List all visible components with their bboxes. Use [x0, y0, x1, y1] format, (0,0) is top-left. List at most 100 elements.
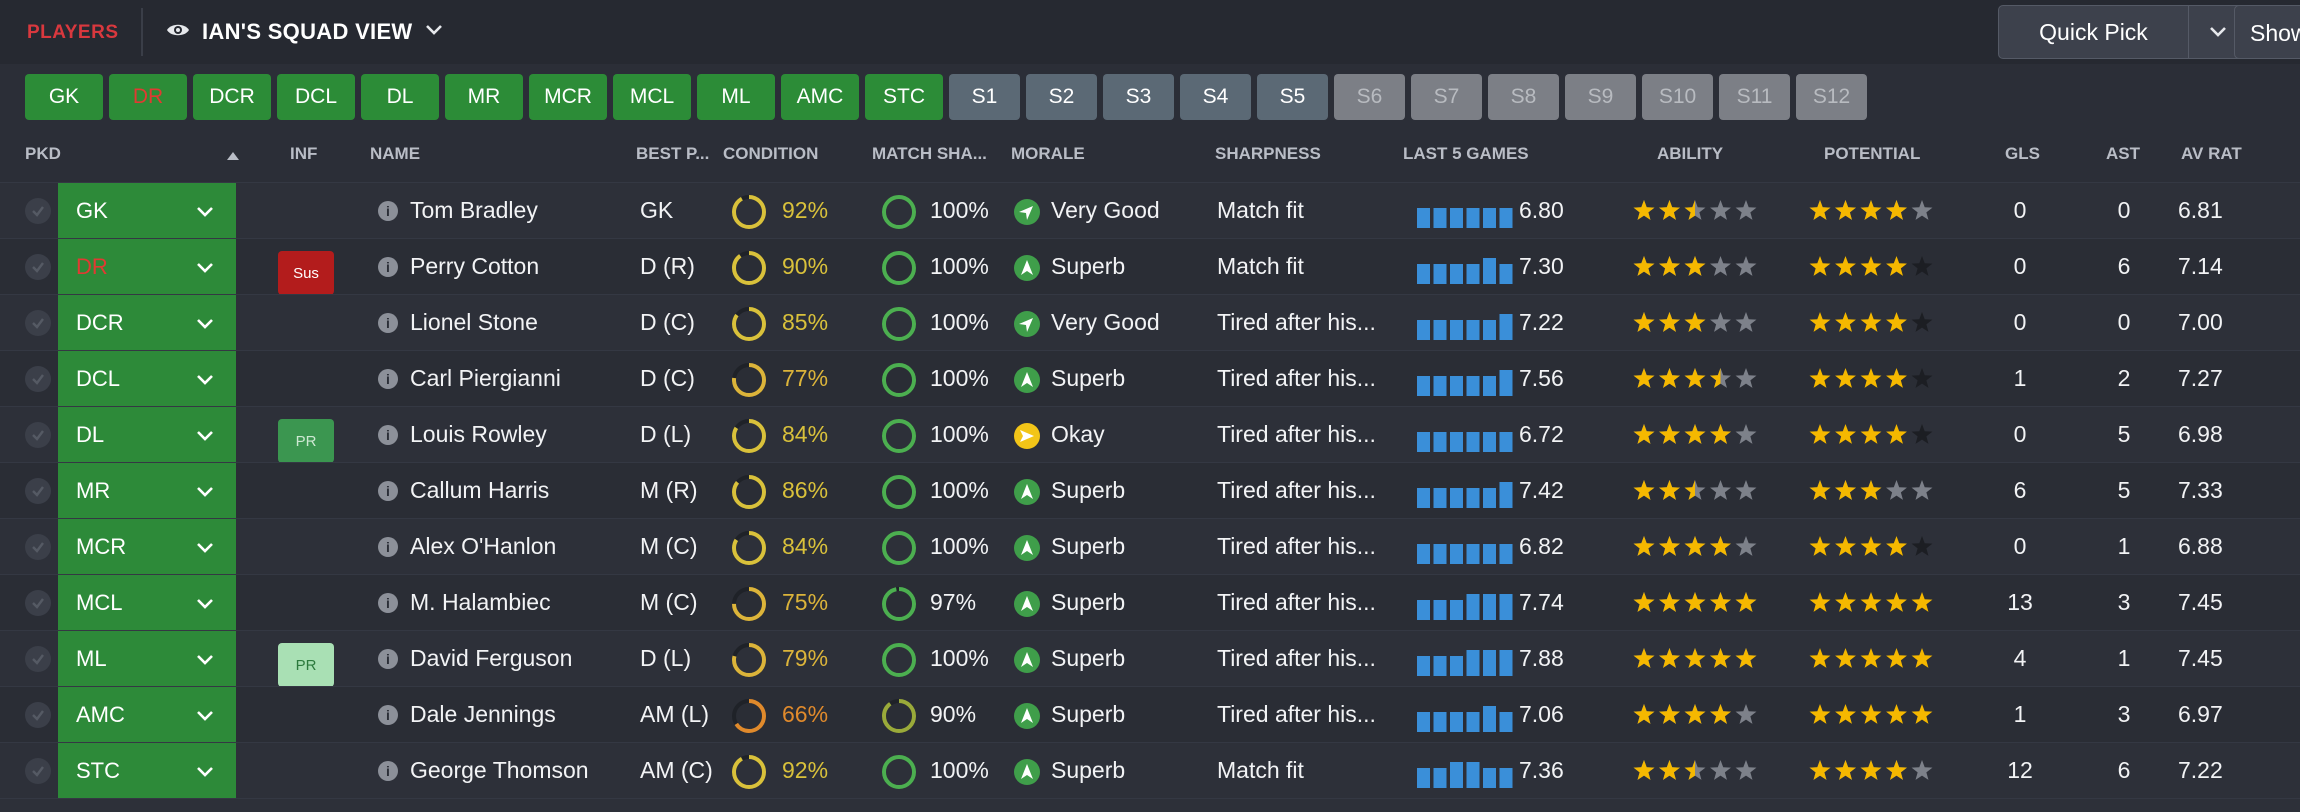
chip-ml[interactable]: ML [697, 74, 775, 120]
player-role-badge[interactable]: PR [278, 419, 334, 463]
position-dropdown[interactable]: DCR [58, 295, 236, 351]
player-name[interactable]: David Ferguson [410, 645, 573, 671]
table-row[interactable]: MCR i Alex O'Hanlon M (C) 84% 100% Superb Tired… [0, 518, 2300, 575]
chip-dr[interactable]: DR [109, 74, 187, 120]
player-role-badge[interactable]: PR [278, 643, 334, 687]
table-row[interactable]: GK i Tom Bradley GK 92% 100% Very Good Match fi… [0, 182, 2300, 239]
table-row[interactable]: DL PR i Louis Rowley D (L) 84% 100% Okay Tired a… [0, 406, 2300, 463]
table-row[interactable]: DR Sus i Perry Cotton D (R) 90% 100% Superb Matc… [0, 238, 2300, 295]
table-row[interactable]: DCL i Carl Piergianni D (C) 77% 100% Superb Tir… [0, 350, 2300, 407]
picked-check-icon[interactable] [25, 198, 51, 224]
info-icon[interactable]: i [378, 481, 398, 501]
chevron-down-icon[interactable] [2189, 6, 2247, 58]
sort-asc-icon[interactable] [226, 146, 240, 166]
position-dropdown[interactable]: MCR [58, 519, 236, 575]
chip-s2[interactable]: S2 [1026, 74, 1097, 120]
picked-check-icon[interactable] [25, 590, 51, 616]
chip-dcl[interactable]: DCL [277, 74, 355, 120]
picked-check-icon[interactable] [25, 366, 51, 392]
player-name[interactable]: Carl Piergianni [410, 365, 561, 391]
position-dropdown[interactable]: MCL [58, 575, 236, 631]
col-sharpness[interactable]: SHARPNESS [1215, 144, 1321, 163]
chip-s8[interactable]: S8 [1488, 74, 1559, 120]
col-last-5-games[interactable]: LAST 5 GAMES [1403, 144, 1529, 163]
chip-s6[interactable]: S6 [1334, 74, 1405, 120]
info-icon[interactable]: i [378, 369, 398, 389]
info-icon[interactable]: i [378, 257, 398, 277]
suspended-badge[interactable]: Sus [278, 251, 334, 295]
position-dropdown[interactable]: GK [58, 183, 236, 239]
info-icon[interactable]: i [378, 537, 398, 557]
info-icon[interactable]: i [378, 425, 398, 445]
info-icon[interactable]: i [378, 201, 398, 221]
picked-check-icon[interactable] [25, 478, 51, 504]
player-name[interactable]: Perry Cotton [410, 253, 540, 279]
picked-check-icon[interactable] [25, 254, 51, 280]
col-inf[interactable]: INF [290, 144, 318, 163]
position-dropdown[interactable]: AMC [58, 687, 236, 743]
picked-check-icon[interactable] [25, 758, 51, 784]
section-title[interactable]: PLAYERS [27, 22, 119, 43]
chip-s5[interactable]: S5 [1257, 74, 1328, 120]
chip-s3[interactable]: S3 [1103, 74, 1174, 120]
player-name[interactable]: Dale Jennings [410, 701, 556, 727]
col-name[interactable]: NAME [370, 144, 421, 163]
chip-s1[interactable]: S1 [949, 74, 1020, 120]
chip-stc[interactable]: STC [865, 74, 943, 120]
table-row[interactable]: MCL i M. Halambiec M (C) 75% 97% Superb Tired a… [0, 574, 2300, 631]
player-name[interactable]: Louis Rowley [410, 421, 547, 447]
position-dropdown[interactable]: DCL [58, 351, 236, 407]
chip-gk[interactable]: GK [25, 74, 103, 120]
col-best-position[interactable]: BEST P... [636, 144, 710, 163]
chip-mcr[interactable]: MCR [529, 74, 607, 120]
picked-check-icon[interactable] [25, 646, 51, 672]
player-name[interactable]: Lionel Stone [410, 309, 538, 335]
col-assists[interactable]: AST [2106, 144, 2140, 163]
table-row[interactable]: MR i Callum Harris M (R) 86% 100% Superb Tired … [0, 462, 2300, 519]
quick-pick-button[interactable]: Quick Pick [1998, 5, 2248, 59]
col-potential[interactable]: POTENTIAL [1824, 144, 1921, 163]
player-name[interactable]: Alex O'Hanlon [410, 533, 557, 559]
chip-s4[interactable]: S4 [1180, 74, 1251, 120]
info-icon[interactable]: i [378, 593, 398, 613]
col-morale[interactable]: MORALE [1011, 144, 1085, 163]
player-name[interactable]: Callum Harris [410, 477, 550, 503]
chip-s10[interactable]: S10 [1642, 74, 1713, 120]
picked-check-icon[interactable] [25, 422, 51, 448]
chip-mr[interactable]: MR [445, 74, 523, 120]
chip-dcr[interactable]: DCR [193, 74, 271, 120]
info-icon[interactable]: i [378, 705, 398, 725]
player-name[interactable]: George Thomson [410, 757, 589, 783]
info-icon[interactable]: i [378, 313, 398, 333]
table-row[interactable]: DCR i Lionel Stone D (C) 85% 100% Very Good Tir… [0, 294, 2300, 351]
player-name[interactable]: Tom Bradley [410, 197, 538, 223]
position-dropdown[interactable]: DR [58, 239, 236, 295]
picked-check-icon[interactable] [25, 702, 51, 728]
col-ability[interactable]: ABILITY [1657, 144, 1724, 163]
position-dropdown[interactable]: ML [58, 631, 236, 687]
table-row[interactable]: STC i George Thomson AM (C) 92% 100% Superb Mat… [0, 742, 2300, 799]
table-row[interactable] [0, 798, 2300, 812]
table-row[interactable]: ML PR i David Ferguson D (L) 79% 100% Superb Tir… [0, 630, 2300, 687]
chip-s12[interactable]: S12 [1796, 74, 1867, 120]
position-dropdown[interactable]: DL [58, 407, 236, 463]
table-row[interactable]: AMC i Dale Jennings AM (L) 66% 90% Superb Tired… [0, 686, 2300, 743]
col-match-sharpness[interactable]: MATCH SHA... [872, 144, 987, 163]
col-condition[interactable]: CONDITION [723, 144, 819, 163]
chip-s9[interactable]: S9 [1565, 74, 1636, 120]
quick-pick-label[interactable]: Quick Pick [1999, 6, 2189, 58]
chip-amc[interactable]: AMC [781, 74, 859, 120]
chip-s11[interactable]: S11 [1719, 74, 1790, 120]
position-dropdown[interactable]: STC [58, 743, 236, 799]
view-selector[interactable]: IAN'S SQUAD VIEW [166, 14, 443, 50]
chip-dl[interactable]: DL [361, 74, 439, 120]
info-icon[interactable]: i [378, 649, 398, 669]
picked-check-icon[interactable] [25, 534, 51, 560]
col-goals[interactable]: GLS [2005, 144, 2040, 163]
col-average-rating[interactable]: AV RAT [2181, 144, 2242, 163]
chip-mcl[interactable]: MCL [613, 74, 691, 120]
chip-s7[interactable]: S7 [1411, 74, 1482, 120]
show-button[interactable]: Show [2234, 5, 2300, 59]
player-name[interactable]: M. Halambiec [410, 589, 551, 615]
info-icon[interactable]: i [378, 761, 398, 781]
